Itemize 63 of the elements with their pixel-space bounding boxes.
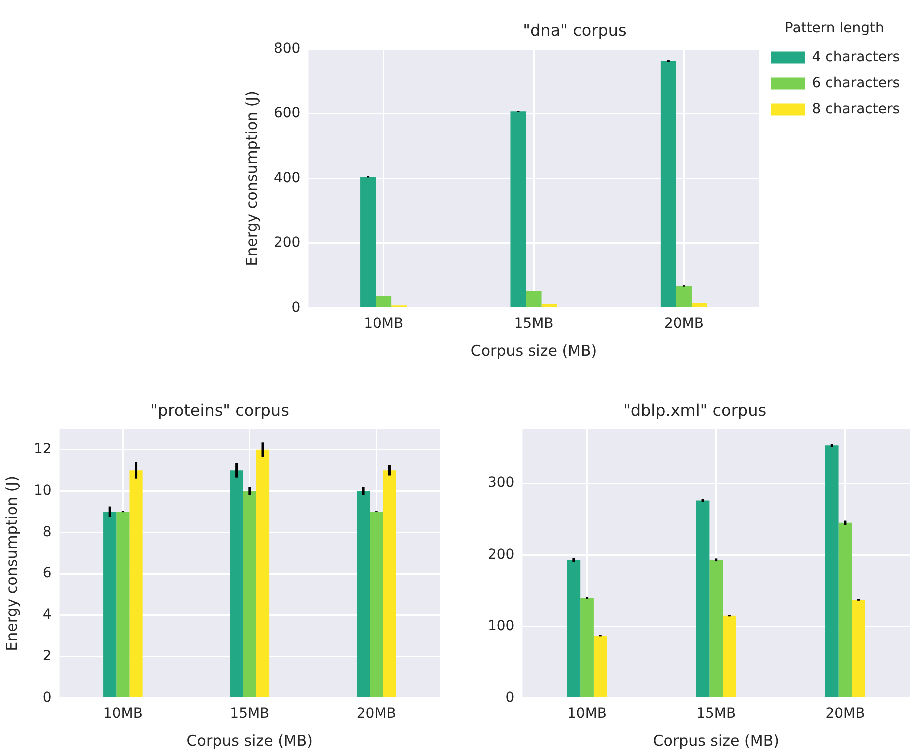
x-tick-label: 20MB <box>826 706 866 722</box>
x-tick-label: 10MB <box>568 706 608 722</box>
bar <box>838 522 852 698</box>
y-tick-label: 300 <box>488 475 515 492</box>
x-tick-label: 20MB <box>356 706 396 722</box>
y-tick-label: 600 <box>274 106 301 122</box>
bar <box>256 450 270 698</box>
y-tick-label: 12 <box>34 442 52 458</box>
y-axis-title: Energy consumption (J) <box>242 91 261 266</box>
y-tick-label: 8 <box>42 524 52 540</box>
x-tick-label: 15MB <box>230 706 270 722</box>
x-tick-label: 10MB <box>103 706 143 722</box>
bar <box>696 500 710 698</box>
bar <box>383 470 396 698</box>
y-tick-label: 6 <box>42 566 52 582</box>
x-axis-title: Corpus size (MB) <box>470 342 598 360</box>
chart-title: "dna" corpus <box>523 20 627 40</box>
legend-label: 6 characters <box>812 75 900 92</box>
chart-title: "dblp.xml" corpus <box>623 400 767 420</box>
y-tick-label: 100 <box>488 618 515 634</box>
y-tick-label: 4 <box>42 607 52 624</box>
bar <box>360 177 376 308</box>
y-tick-label: 0 <box>42 690 52 706</box>
bar <box>594 636 608 698</box>
bar <box>852 600 866 698</box>
bar <box>376 296 392 308</box>
bar <box>567 560 581 698</box>
x-tick-label: 15MB <box>696 706 736 722</box>
legend-label: 4 characters <box>812 49 900 66</box>
bar <box>356 491 370 698</box>
chart-title: "proteins" corpus <box>150 400 290 420</box>
bar <box>116 512 130 698</box>
bar <box>510 112 526 308</box>
bar <box>660 62 676 308</box>
y-tick-label: 0 <box>292 300 301 316</box>
bar <box>825 446 839 698</box>
bar <box>710 560 724 698</box>
bar <box>723 616 736 698</box>
y-tick-label: 10 <box>34 482 52 499</box>
legend-label: 8 characters <box>812 101 900 118</box>
bar <box>676 286 692 308</box>
bar <box>580 598 594 698</box>
bar <box>370 512 384 698</box>
bar <box>230 470 244 698</box>
y-tick-label: 0 <box>506 690 515 706</box>
y-axis-title: Energy consumption (J) <box>2 476 21 652</box>
y-tick-label: 400 <box>274 170 301 186</box>
bar <box>526 291 542 308</box>
x-axis-title: Corpus size (MB) <box>653 732 780 750</box>
bar <box>104 512 117 698</box>
x-tick-label: 10MB <box>364 316 404 332</box>
legend-title: Pattern length <box>784 20 884 37</box>
bar <box>243 491 256 698</box>
y-tick-label: 2 <box>42 648 52 664</box>
y-tick-label: 200 <box>488 546 515 563</box>
x-tick-label: 20MB <box>664 316 704 332</box>
y-tick-label: 200 <box>274 235 301 252</box>
x-tick-label: 15MB <box>514 316 554 332</box>
y-tick-label: 800 <box>274 40 301 57</box>
bar <box>542 304 558 308</box>
x-axis-title: Corpus size (MB) <box>186 732 314 750</box>
bar <box>130 470 143 698</box>
bar <box>692 303 708 308</box>
